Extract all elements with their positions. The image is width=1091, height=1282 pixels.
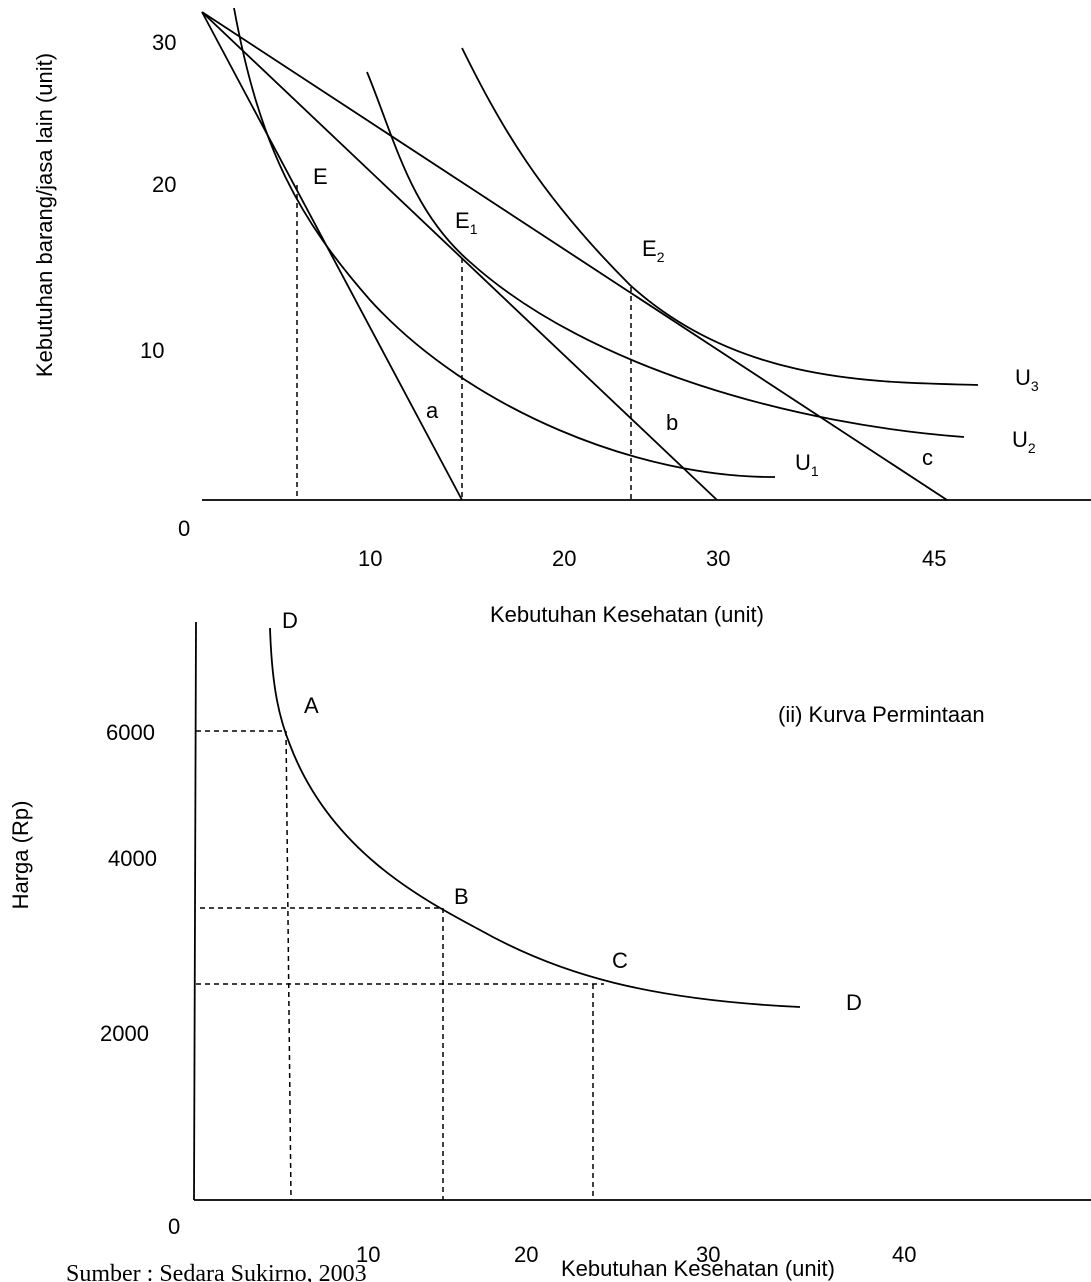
top-panel: Kebutuhan barang/jasa lain (unit) 30 20 … (32, 7, 1091, 627)
indifference-curve-u3 (461, 47, 979, 386)
source-caption: Sumber : Sedara Sukirno, 2003 (66, 1261, 367, 1282)
bottom-y-axis-label: Harga (Rp) (8, 801, 33, 910)
curve-u1-label: U1 (795, 450, 819, 479)
point-e-label: E (313, 164, 328, 189)
budget-line-a-label: a (426, 398, 439, 423)
top-xtick-20: 20 (552, 546, 576, 571)
demand-curve-end-label: D (846, 990, 862, 1015)
top-ytick-30: 30 (152, 30, 176, 55)
point-e2-label: E2 (642, 236, 665, 265)
indifference-curve-u1 (233, 7, 776, 478)
curve-u3-label: U3 (1015, 365, 1039, 394)
bottom-xtick-10: 10 (356, 1242, 380, 1267)
bottom-origin-label: 0 (168, 1214, 180, 1239)
bottom-xtick-40: 40 (892, 1242, 916, 1267)
point-c-label: C (612, 948, 628, 973)
bottom-chart-title: (ii) Kurva Permintaan (778, 702, 985, 727)
bottom-x-axis-label: Kebutuhan Kesehatan (unit) (561, 1256, 835, 1281)
top-origin-label: 0 (178, 516, 190, 541)
bottom-xtick-20: 20 (514, 1242, 538, 1267)
top-ytick-20: 20 (152, 172, 176, 197)
top-y-axis-label: Kebutuhan barang/jasa lain (unit) (32, 53, 57, 377)
point-b-label: B (454, 884, 469, 909)
point-a-label: A (304, 693, 319, 718)
curve-u2-label: U2 (1012, 427, 1036, 456)
budget-line-a (201, 11, 463, 501)
top-xtick-10: 10 (358, 546, 382, 571)
bottom-y-axis (193, 621, 197, 1201)
top-x-axis-label: Kebutuhan Kesehatan (unit) (490, 602, 764, 627)
bottom-ytick-6000: 6000 (106, 720, 155, 745)
budget-line-c (201, 11, 948, 501)
bottom-ytick-2000: 2000 (100, 1021, 149, 1046)
top-xtick-30: 30 (706, 546, 730, 571)
demand-curve (269, 627, 801, 1008)
budget-line-c-label: c (922, 445, 933, 470)
point-e1-label: E1 (455, 208, 478, 237)
guide-a-vertical (285, 730, 292, 1201)
top-ytick-10: 10 (140, 338, 164, 363)
indifference-curve-u2 (366, 71, 965, 438)
demand-curve-start-label: D (282, 608, 298, 633)
budget-line-b-label: b (666, 410, 678, 435)
top-xtick-45: 45 (922, 546, 946, 571)
bottom-ytick-4000: 4000 (108, 846, 157, 871)
budget-line-b (201, 11, 718, 501)
bottom-panel: Harga (Rp) 6000 4000 2000 0 10 20 30 40 … (8, 608, 1091, 1281)
bottom-xtick-30: 30 (696, 1242, 720, 1267)
